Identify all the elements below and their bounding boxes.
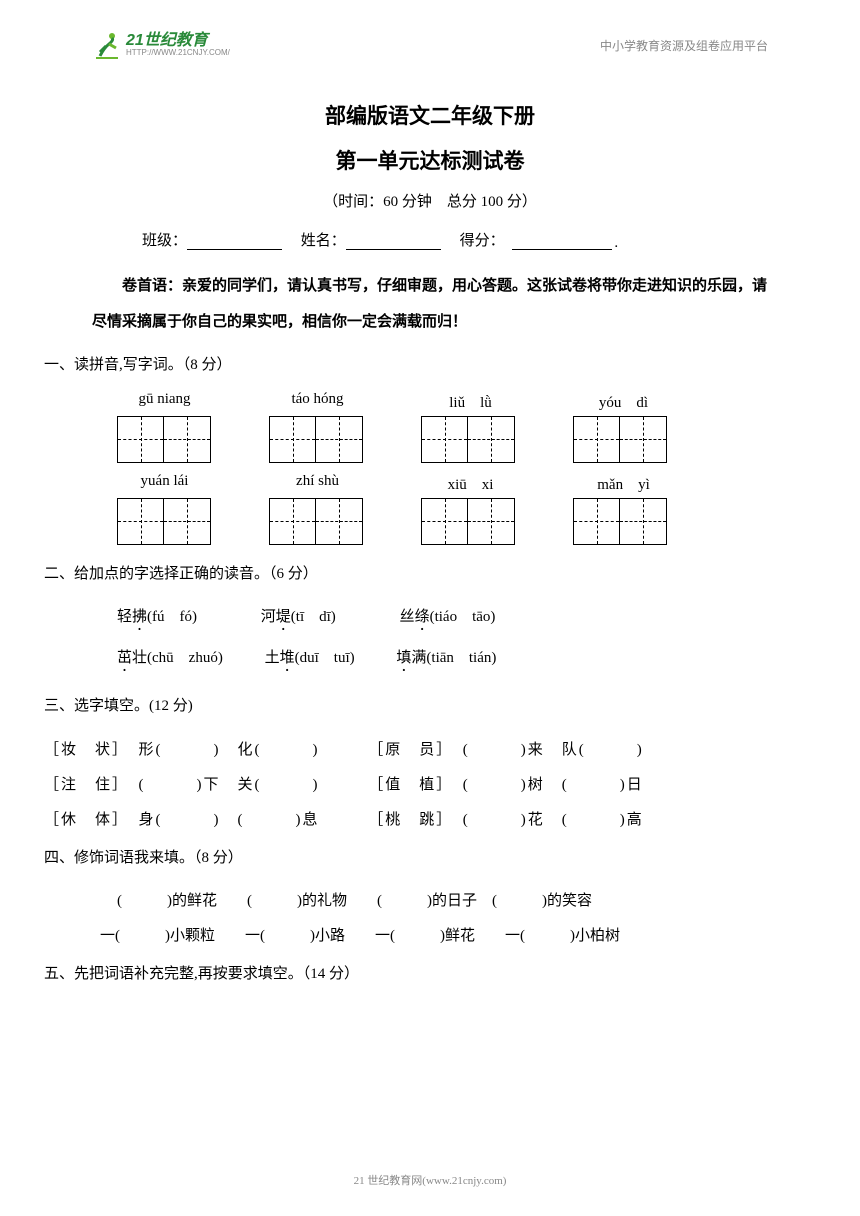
logo-icon <box>92 30 122 60</box>
pinyin-item: gū niang <box>117 391 212 412</box>
q4-title: 四、修饰词语我来填。（8 分） <box>44 841 768 876</box>
name-blank <box>346 234 441 250</box>
exam-info: （时间：60 分钟 总分 100 分） <box>92 190 768 211</box>
logo-url: HTTP://WWW.21CNJY.COM/ <box>126 49 230 57</box>
q4-line-2: 一( )小颗粒 一( )小路 一( )鲜花 一( )小柏树 <box>92 924 768 945</box>
char-box-row-2 <box>92 498 768 545</box>
char-box-pair <box>117 498 211 545</box>
q2-title: 二、给加点的字选择正确的读音。（6 分） <box>44 557 768 592</box>
q3-left: ［妆 状］ 形( ) 化( ) <box>44 742 319 758</box>
q2-item: 填满(tiān tián) <box>396 646 496 667</box>
pinyin-item: yóu dì <box>576 391 671 412</box>
q3-line-1: ［妆 状］ 形( ) 化( ) ［原 员］ ( )来 队( ) <box>44 738 768 759</box>
q3-line-3: ［休 体］ 身( ) ( )息 ［桃 跳］ ( )花 ( )高 <box>44 808 768 829</box>
student-info-line: 班级： 姓名： 得分： <box>92 229 768 250</box>
class-blank <box>187 234 282 250</box>
q2-line-2: 茁壮(chū zhuó) 土堆(duī tuī) 填满(tiān tián) <box>92 646 768 667</box>
char-box-pair <box>421 416 515 463</box>
document-content: 部编版语文二年级下册 第一单元达标测试卷 （时间：60 分钟 总分 100 分）… <box>0 70 860 992</box>
char-box-pair <box>117 416 211 463</box>
char-box-pair <box>269 498 363 545</box>
char-box-pair <box>421 498 515 545</box>
intro-text: 卷首语：亲爱的同学们，请认真书写，仔细审题，用心答题。这张试卷将带你走进知识的乐… <box>92 268 768 340</box>
q5-title: 五、先把词语补充完整,再按要求填空。（14 分） <box>44 957 768 992</box>
q2-item: 土堆(duī tuī) <box>265 646 355 667</box>
char-box-pair <box>573 498 667 545</box>
pinyin-item: zhí shù <box>270 473 365 494</box>
char-box-pair <box>573 416 667 463</box>
pinyin-item: yuán lái <box>117 473 212 494</box>
q2-item: 丝绦(tiáo tāo) <box>400 605 496 626</box>
char-box-pair <box>269 416 363 463</box>
pinyin-item: xiū xi <box>423 473 518 494</box>
q3-right: ［桃 跳］ ( )花 ( )高 <box>368 812 643 828</box>
page-header: 21世纪教育 HTTP://WWW.21CNJY.COM/ 中小学教育资源及组卷… <box>0 0 860 70</box>
q4-line-1: ( )的鲜花 ( )的礼物 ( )的日子 ( )的笑容 <box>92 889 768 910</box>
q1-title: 一、读拼音,写字词。（8 分） <box>44 348 768 383</box>
q2-item: 茁壮(chū zhuó) <box>117 646 223 667</box>
q3-right: ［原 员］ ( )来 队( ) <box>368 742 643 758</box>
q3-right: ［值 植］ ( )树 ( )日 <box>368 777 643 793</box>
pinyin-row-1: gū niang táo hóng liǔ lǜ yóu dì <box>92 391 768 412</box>
sub-title: 第一单元达标测试卷 <box>92 145 768 175</box>
pinyin-row-2: yuán lái zhí shù xiū xi mǎn yì <box>92 473 768 494</box>
score-label: 得分： <box>460 233 498 249</box>
main-title: 部编版语文二年级下册 <box>92 100 768 130</box>
header-right-text: 中小学教育资源及组卷应用平台 <box>600 37 768 54</box>
q2-item: 河堤(tī dī) <box>261 605 336 626</box>
q3-left: ［休 体］ 身( ) ( )息 <box>44 812 319 828</box>
page-footer: 21 世纪教育网(www.21cnjy.com) <box>0 1172 860 1188</box>
logo-main: 21世纪教育 <box>126 33 230 49</box>
pinyin-item: liǔ lǜ <box>423 391 518 412</box>
q3-left: ［注 住］ ( )下 关( ) <box>44 777 319 793</box>
score-blank <box>512 234 612 250</box>
q3-line-2: ［注 住］ ( )下 关( ) ［值 植］ ( )树 ( )日 <box>44 773 768 794</box>
logo-text: 21世纪教育 HTTP://WWW.21CNJY.COM/ <box>126 33 230 57</box>
class-label: 班级： <box>142 233 187 249</box>
name-label: 姓名： <box>301 233 346 249</box>
q2-item: 轻拂(fú fó) <box>117 605 197 626</box>
logo-block: 21世纪教育 HTTP://WWW.21CNJY.COM/ <box>92 30 230 60</box>
q3-title: 三、选字填空。(12 分) <box>44 689 768 724</box>
q2-line-1: 轻拂(fú fó) 河堤(tī dī) 丝绦(tiáo tāo) <box>92 605 768 626</box>
pinyin-item: mǎn yì <box>576 473 671 494</box>
char-box-row-1 <box>92 416 768 463</box>
pinyin-item: táo hóng <box>270 391 365 412</box>
